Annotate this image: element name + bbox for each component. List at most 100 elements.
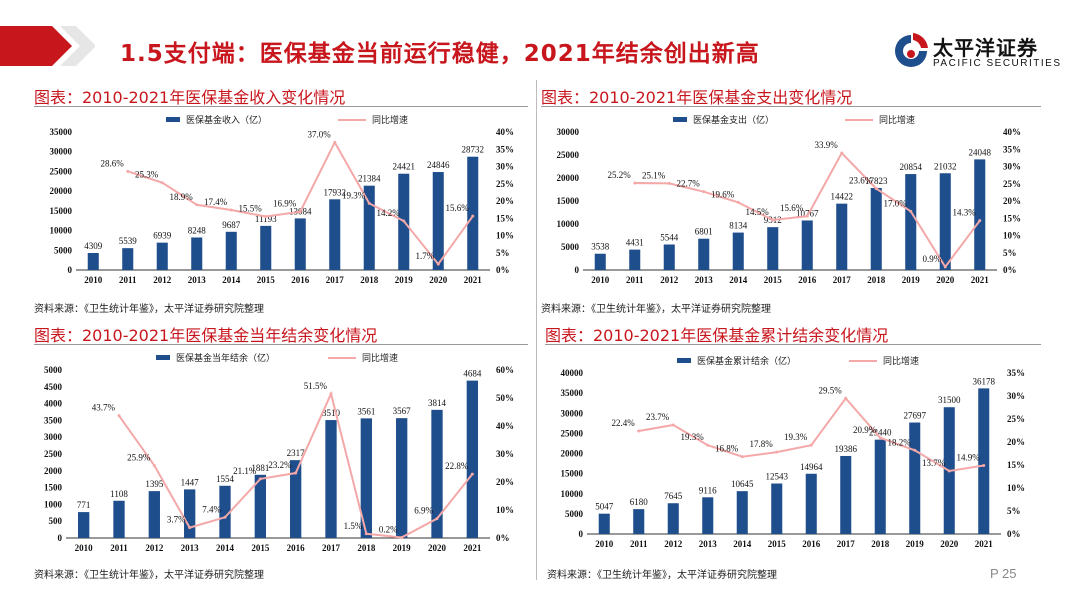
growth-value-label: 1.5%: [344, 521, 363, 531]
growth-value-label: 19.6%: [711, 189, 735, 199]
chevron-decoration-icon: [0, 26, 95, 66]
x-tick-label: 2016: [287, 543, 306, 553]
x-tick-label: 2014: [222, 275, 241, 285]
growth-point-2019: [402, 219, 406, 223]
y-tick-label: 10000: [557, 219, 580, 229]
y2-tick-label: 10%: [1007, 483, 1025, 493]
x-tick-label: 2014: [733, 539, 752, 549]
growth-point-2014: [229, 208, 233, 212]
y2-tick-label: 5%: [1007, 506, 1021, 516]
growth-point-2013: [702, 190, 706, 194]
legend-label-bar: 医保基金收入（亿）: [186, 114, 267, 125]
bar-value-label: 6180: [630, 497, 649, 507]
pacific-logo-icon: [895, 33, 928, 67]
bar-2011: [633, 509, 645, 534]
y-tick-label: 10000: [50, 226, 73, 236]
x-tick-label: 2011: [110, 543, 128, 553]
x-tick-label: 2016: [291, 275, 310, 285]
growth-point-2013: [195, 203, 199, 207]
growth-value-label: 25.1%: [642, 170, 666, 180]
bar-value-label: 3510: [322, 408, 341, 418]
bar-value-label: 5544: [660, 232, 679, 242]
y2-tick-label: 35%: [1007, 368, 1025, 378]
y2-tick-label: 35%: [1003, 144, 1021, 154]
x-tick-label: 2010: [595, 539, 614, 549]
bar-2012: [148, 491, 160, 538]
bar-value-label: 27697: [904, 411, 927, 421]
bar-value-label: 10767: [796, 208, 819, 218]
title-underline: [541, 106, 1041, 107]
bar-2018: [360, 418, 372, 538]
y-tick-label: 3000: [44, 432, 63, 442]
y-tick-label: 30000: [50, 147, 73, 157]
y2-tick-label: 20%: [1003, 196, 1021, 206]
bar-value-label: 31500: [938, 395, 961, 405]
bar-2015: [771, 483, 783, 534]
growth-point-2011: [117, 414, 121, 418]
x-tick-label: 2010: [591, 275, 610, 285]
bar-value-label: 24846: [427, 160, 450, 170]
y2-tick-label: 15%: [1003, 213, 1021, 223]
growth-value-label: 14.3%: [953, 208, 977, 218]
y2-tick-label: 15%: [1007, 460, 1025, 470]
bar-value-label: 4309: [84, 241, 103, 251]
growth-value-label: 3.7%: [167, 515, 186, 525]
growth-point-2014: [223, 515, 227, 519]
growth-value-label: 22.4%: [612, 418, 636, 428]
legend-label-line: 同比增速: [362, 352, 398, 363]
y-tick-label: 15000: [561, 469, 584, 479]
growth-point-2014: [736, 200, 740, 204]
growth-value-label: 43.7%: [92, 403, 116, 413]
bar-value-label: 3561: [357, 406, 375, 416]
x-tick-label: 2013: [188, 275, 207, 285]
x-tick-label: 2011: [626, 275, 644, 285]
growth-value-label: 20.9%: [853, 425, 877, 435]
x-tick-label: 2015: [764, 275, 783, 285]
y-tick-label: 2000: [44, 466, 63, 476]
growth-value-label: 22.8%: [445, 461, 469, 471]
chart-cumulative-surplus: 医保基金累计结余（亿） 同比增速 0 5000 10000 15000 20000 25000…: [561, 355, 1026, 549]
bar-2021: [466, 380, 478, 538]
bar-2016: [294, 218, 306, 270]
source-note-expense: 资料来源：《卫生统计年鉴》，太平洋证券研究院整理: [541, 304, 771, 315]
growth-value-label: 23.6%: [849, 176, 873, 186]
y-tick-label: 4500: [44, 382, 63, 392]
growth-point-2012: [671, 423, 675, 427]
growth-value-label: 6.9%: [414, 506, 433, 516]
y2-tick-label: 0%: [496, 533, 510, 543]
growth-value-label: 23.2%: [268, 460, 292, 470]
growth-value-label: 15.6%: [780, 203, 804, 213]
growth-value-label: 0.9%: [923, 254, 942, 264]
chart-title-cumulative-surplus: 图表：2010-2021年医保基金累计结余变化情况: [545, 326, 889, 345]
y2-tick-label: 10%: [496, 231, 514, 241]
x-tick-label: 2021: [463, 543, 482, 553]
bar-value-label: 4431: [626, 238, 644, 248]
bar-2013: [191, 237, 203, 270]
growth-value-label: 29.5%: [819, 385, 843, 395]
y-tick-label: 35000: [561, 388, 584, 398]
bar-value-label: 10645: [731, 479, 754, 489]
bar-value-label: 8134: [729, 221, 748, 231]
growth-value-label: 17.4%: [204, 197, 228, 207]
bar-2012: [663, 244, 675, 270]
y-tick-label: 0: [579, 529, 584, 539]
y-tick-label: 5000: [44, 365, 63, 375]
growth-point-2015: [775, 450, 779, 454]
growth-point-2020: [436, 262, 440, 266]
growth-value-label: 37.0%: [308, 129, 332, 139]
page-number: P 25: [990, 566, 1017, 581]
bar-value-label: 1108: [110, 489, 128, 499]
growth-value-label: 13.7%: [922, 458, 946, 468]
y-tick-label: 20000: [561, 449, 584, 459]
growth-point-2018: [364, 532, 368, 536]
growth-point-2019: [400, 535, 404, 539]
legend-label-line: 同比增速: [879, 114, 915, 125]
y2-tick-label: 0%: [1003, 265, 1017, 275]
source-note-cumulative-surplus: 资料来源：《卫生统计年鉴》，太平洋证券研究院整理: [547, 570, 777, 581]
bar-2011: [113, 500, 125, 538]
source-note-income: 资料来源：《卫生统计年鉴》，太平洋证券研究院整理: [34, 304, 264, 315]
growth-point-2021: [982, 463, 986, 467]
legend-swatch-bar: [677, 358, 691, 363]
growth-value-label: 19.3%: [784, 432, 808, 442]
x-tick-label: 2012: [145, 543, 164, 553]
